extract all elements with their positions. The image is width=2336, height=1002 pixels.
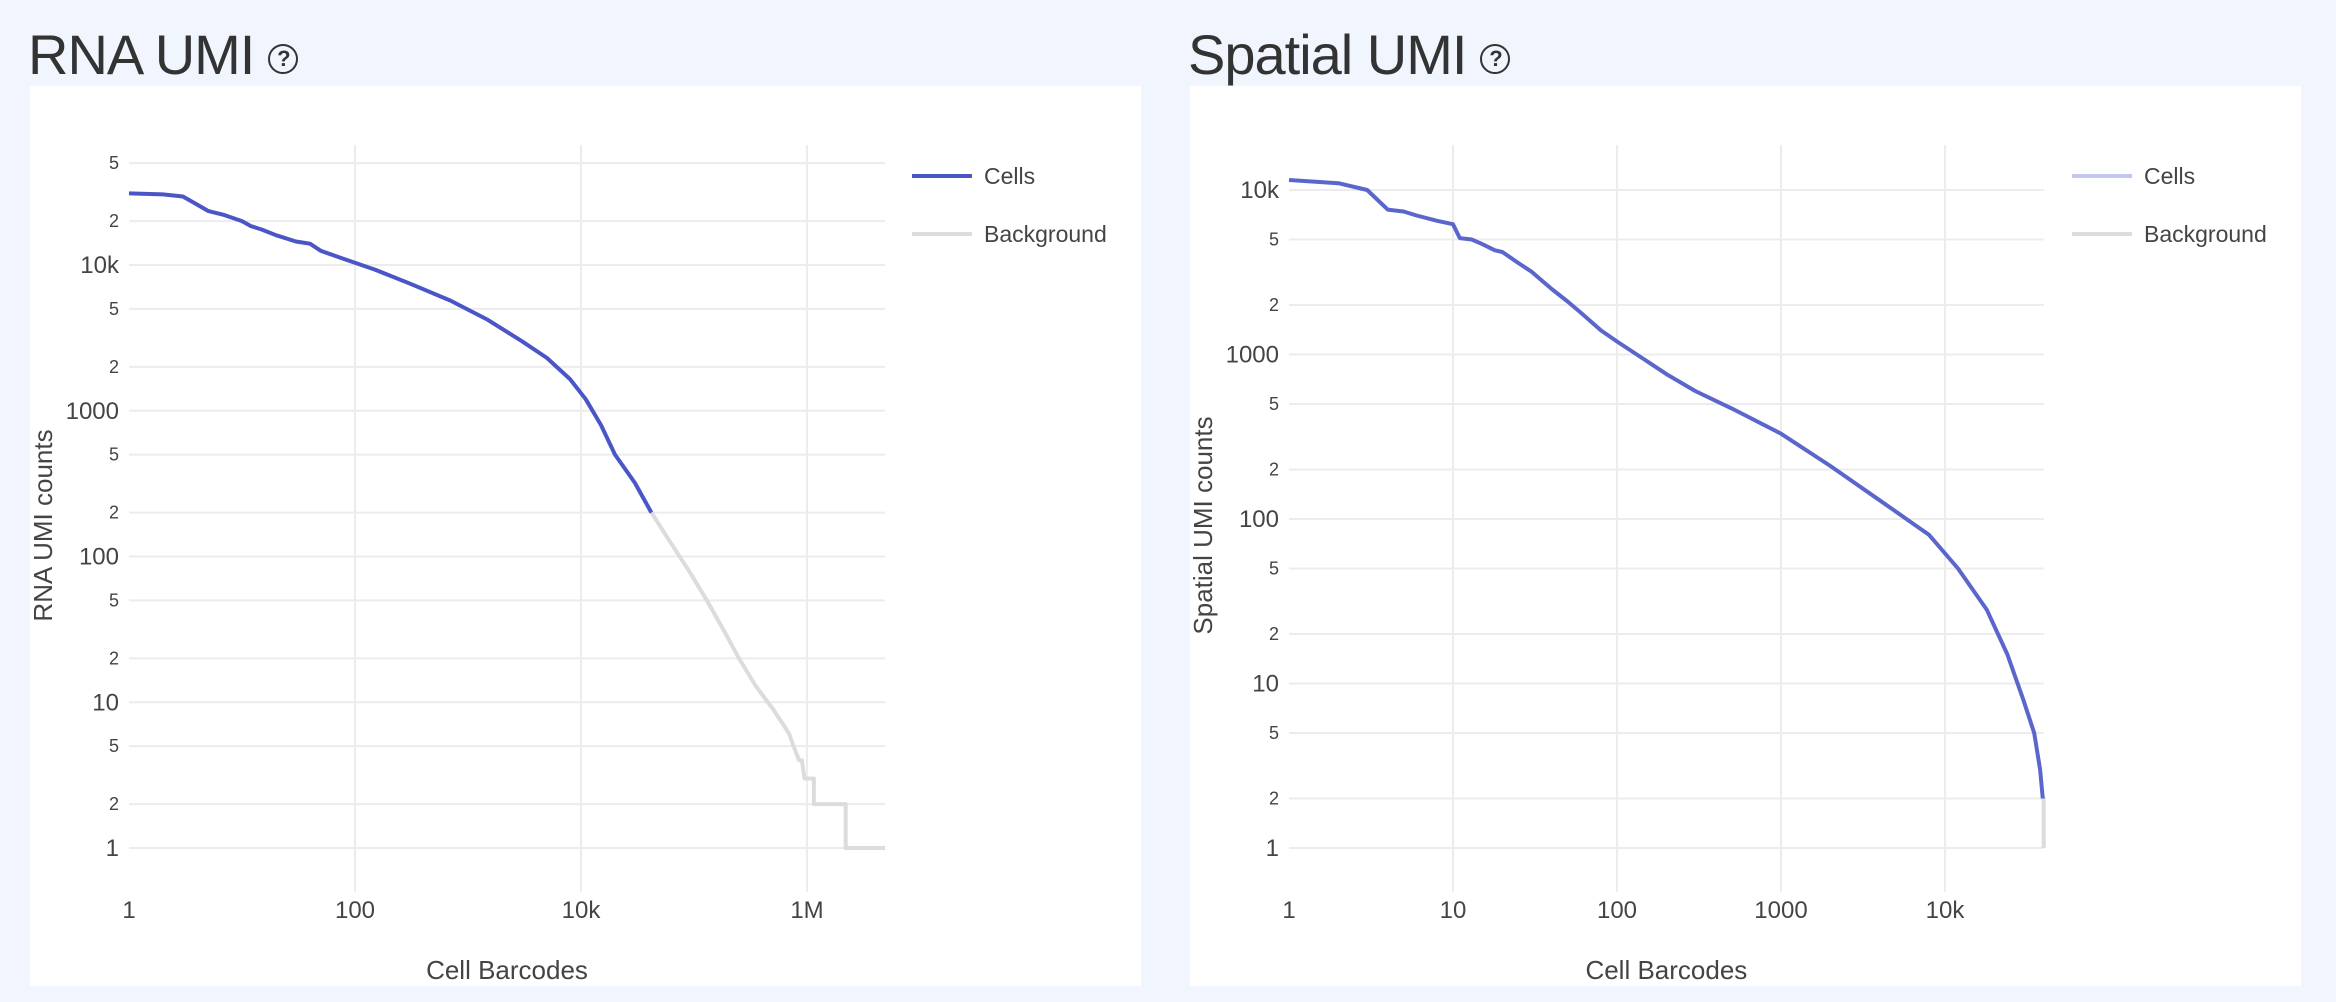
series-line-background xyxy=(649,511,885,850)
rna-umi-title: RNA UMI ? xyxy=(28,20,299,90)
y-tick-label: 1000 xyxy=(1226,342,1279,369)
y-tick-label: 2 xyxy=(1269,624,1279,644)
grid xyxy=(1289,145,2044,892)
question-circle-icon[interactable]: ? xyxy=(1480,44,1511,74)
legend: Cells Background xyxy=(2072,163,2267,247)
question-circle-icon[interactable]: ? xyxy=(268,44,299,74)
y-axis-title: Spatial UMI counts xyxy=(1190,416,1218,634)
legend: Cells Background xyxy=(912,163,1107,247)
y-tick-label: 2 xyxy=(109,357,119,377)
spatial-umi-chart-card: 1 2 5 10 2 5 100 2 5 1000 2 5 10k 1 10 100 1000 10k Cell B… xyxy=(1188,86,2301,986)
rna-umi-chart-card: 1 2 5 10 2 5 100 2 5 1000 2 5 10k 2 5 1 100 10k 1M Cell Bar… xyxy=(28,86,1141,986)
y-tick-label: 2 xyxy=(109,503,119,523)
x-tick-label: 10k xyxy=(1926,897,1966,924)
y-tick-label: 5 xyxy=(109,299,119,319)
y-tick-label: 10 xyxy=(92,689,119,716)
y-tick-label: 2 xyxy=(109,794,119,814)
legend-label: Background xyxy=(2144,221,2267,247)
y-tick-label: 5 xyxy=(1269,559,1279,579)
y-tick-label: 2 xyxy=(109,211,119,231)
series-line-cells xyxy=(1288,178,2045,799)
grid xyxy=(129,145,885,892)
y-tick-label: 5 xyxy=(1269,723,1279,743)
legend-label: Background xyxy=(984,221,1107,247)
y-tick-label: 5 xyxy=(109,153,119,173)
x-tick-label: 100 xyxy=(1597,897,1637,924)
y-tick-label: 5 xyxy=(1269,394,1279,414)
legend-item-cells[interactable]: Cells xyxy=(912,163,1035,189)
spatial-umi-title: Spatial UMI ? xyxy=(1188,20,1511,90)
y-tick-label: 2 xyxy=(109,648,119,668)
y-tick-label: 2 xyxy=(1269,459,1279,479)
x-tick-label: 100 xyxy=(335,897,375,924)
y-tick-label: 10 xyxy=(1252,671,1279,698)
y-tick-label: 1000 xyxy=(66,398,119,425)
series-line-cells xyxy=(128,191,654,514)
legend-item-background[interactable]: Background xyxy=(2072,221,2267,247)
x-tick-label: 1 xyxy=(1282,897,1295,924)
x-tick-label: 1M xyxy=(790,897,823,924)
y-tick-label: 5 xyxy=(109,736,119,756)
legend-item-background[interactable]: Background xyxy=(912,221,1107,247)
y-axis-title: RNA UMI counts xyxy=(30,429,58,621)
series-line-background xyxy=(2041,796,2046,848)
legend-item-cells[interactable]: Cells xyxy=(2072,163,2195,189)
x-tick-label: 1000 xyxy=(1754,897,1807,924)
legend-label: Cells xyxy=(984,163,1035,189)
y-tick-label: 100 xyxy=(79,544,119,571)
y-tick-label: 10k xyxy=(80,252,120,279)
y-tick-label: 1 xyxy=(106,835,119,862)
x-axis-title: Cell Barcodes xyxy=(1585,955,1747,985)
y-tick-label: 100 xyxy=(1239,506,1279,533)
y-tick-label: 1 xyxy=(1266,835,1279,862)
panel-title-text: Spatial UMI xyxy=(1188,23,1467,86)
legend-label: Cells xyxy=(2144,163,2195,189)
y-tick-label: 5 xyxy=(109,590,119,610)
y-tick-label: 5 xyxy=(109,445,119,465)
y-tick-label: 2 xyxy=(1269,788,1279,808)
panel-title-text: RNA UMI xyxy=(28,23,255,86)
x-tick-label: 10k xyxy=(562,897,602,924)
x-tick-label: 10 xyxy=(1440,897,1467,924)
x-axis-title: Cell Barcodes xyxy=(426,955,588,985)
y-tick-label: 5 xyxy=(1269,230,1279,250)
spatial-umi-chart[interactable]: 1 2 5 10 2 5 100 2 5 1000 2 5 10k 1 10 100 1000 10k Cell B… xyxy=(1188,86,2301,986)
y-tick-label: 10k xyxy=(1240,177,1280,204)
y-tick-label: 2 xyxy=(1269,295,1279,315)
x-tick-label: 1 xyxy=(122,897,135,924)
